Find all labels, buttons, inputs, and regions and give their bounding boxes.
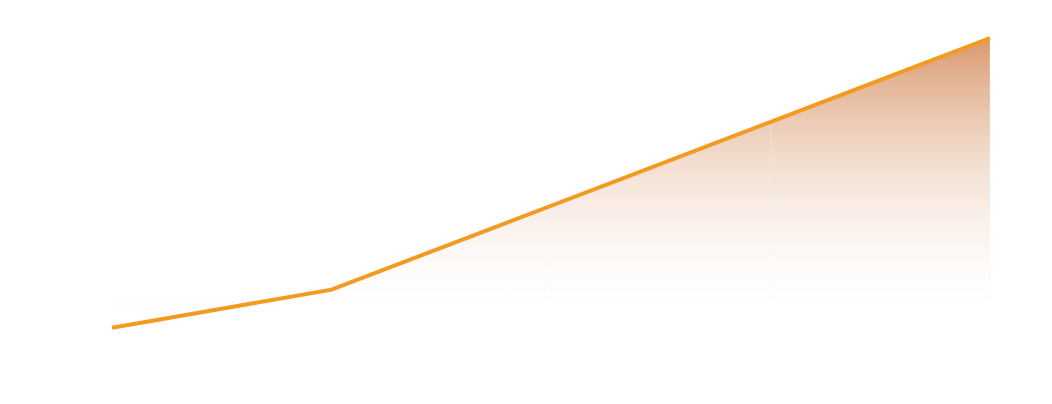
- plot-area: [111, 36, 991, 330]
